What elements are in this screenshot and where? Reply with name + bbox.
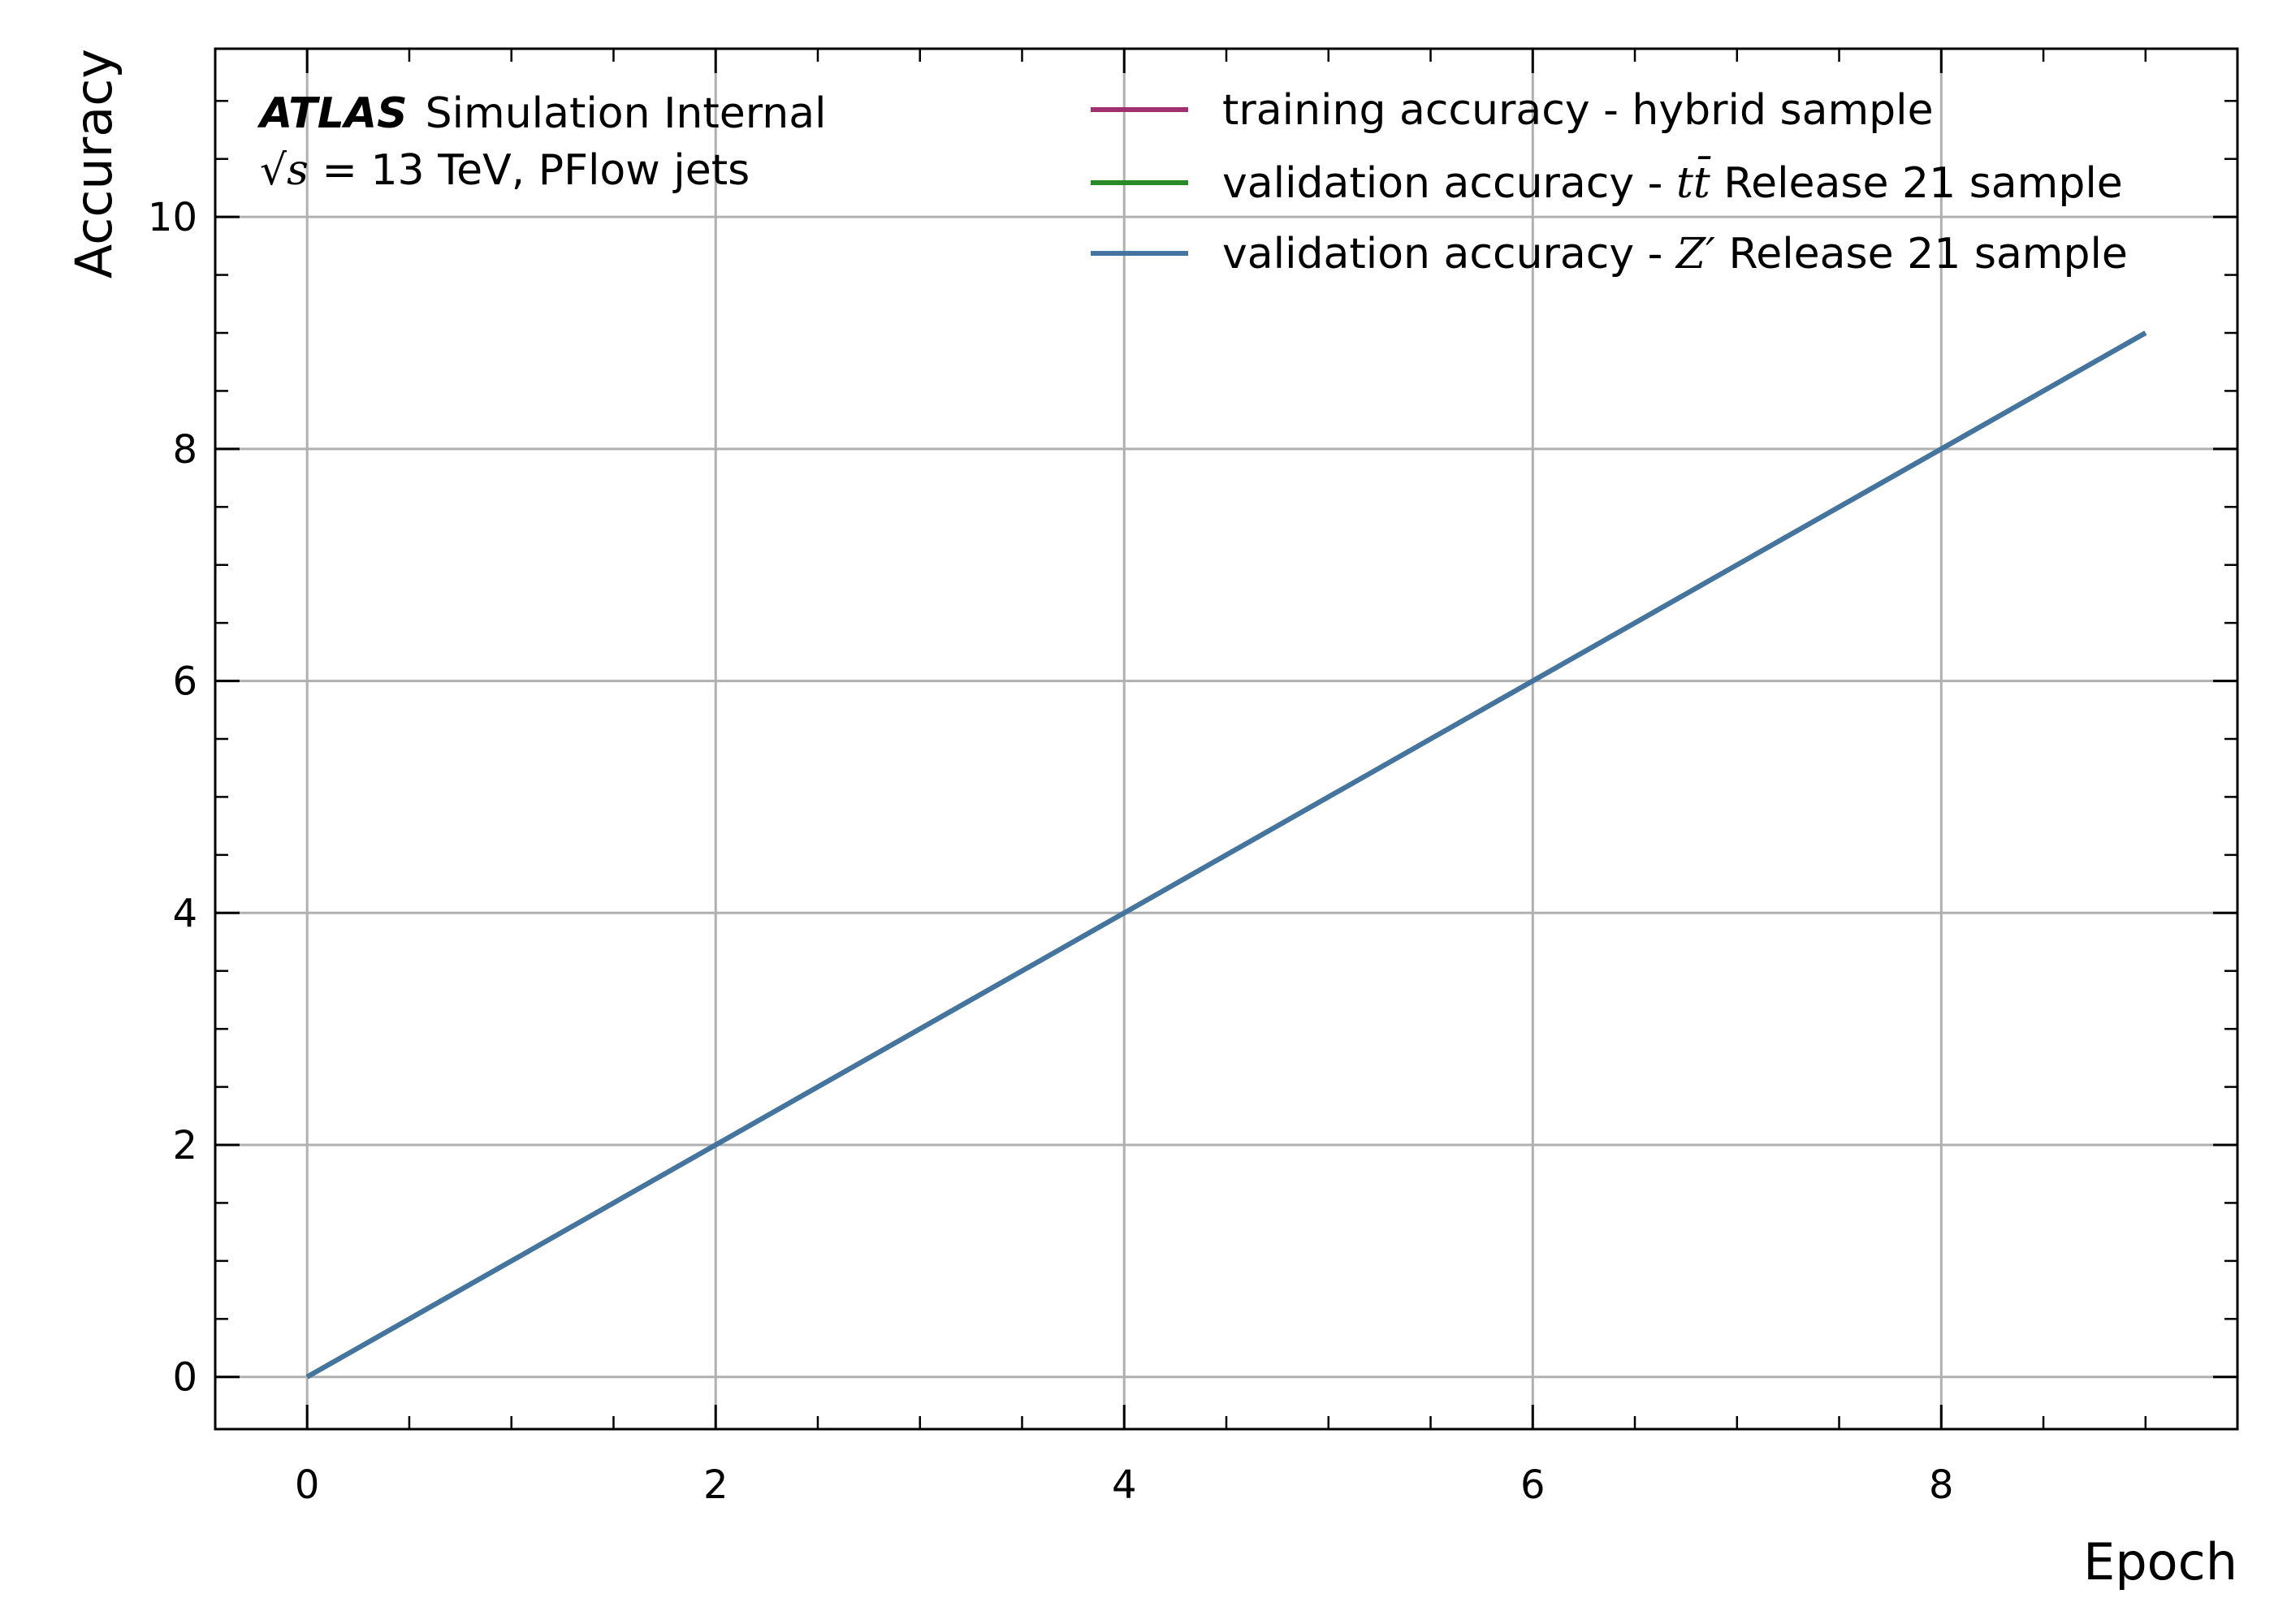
series-line-3 — [305, 330, 2147, 1380]
plot-frame — [214, 47, 2239, 1431]
grid-lines — [215, 49, 2237, 1429]
atlas-line-1: ATLAS Simulation Internal — [257, 89, 827, 138]
legend-label-suffix: Release 21 sample — [1710, 159, 2123, 208]
atlas-brand: ATLAS — [257, 89, 408, 138]
legend-label-text: validation accuracy - — [1222, 230, 1676, 279]
x-tick-label: 0 — [295, 1462, 320, 1508]
x-tick-label: 2 — [703, 1462, 728, 1508]
x-tick-label: 8 — [1929, 1462, 1954, 1508]
x-axis-label: Epoch — [2083, 1532, 2237, 1592]
legend-label-math: Z′ — [1675, 230, 1715, 279]
atlas-status: Simulation Internal — [426, 89, 827, 138]
y-tick-label: 4 — [172, 891, 197, 936]
legend-label-suffix: Release 21 sample — [1715, 230, 2128, 279]
tick-labels: 0 2 4 6 8 0 2 4 6 8 10 — [148, 195, 1954, 1508]
legend-label-math: tt̄ — [1676, 157, 1711, 208]
sqrt-variable: s — [287, 146, 309, 195]
legend-label-text: validation accuracy - — [1222, 159, 1676, 208]
legend-label-2: validation accuracy - tt̄ Release 21 sam… — [1222, 157, 2123, 208]
atlas-line-2: √s = 13 TeV, PFlow jets — [260, 146, 750, 195]
atlas-annotation: ATLAS Simulation Internal √s = 13 TeV, PF… — [257, 89, 827, 195]
legend-label-3: validation accuracy - Z′ Release 21 samp… — [1222, 230, 2128, 279]
y-tick-label: 10 — [148, 195, 197, 240]
y-tick-label: 2 — [172, 1123, 197, 1168]
x-tick-label: 6 — [1520, 1462, 1546, 1508]
y-tick-label: 6 — [172, 659, 197, 705]
y-tick-label: 8 — [172, 427, 197, 473]
legend-label-1: training accuracy - hybrid sample — [1222, 86, 1934, 135]
sqrt-symbol: √ — [260, 146, 287, 195]
energy-jets-text: = 13 TeV, PFlow jets — [309, 146, 750, 195]
axis-ticks — [215, 49, 2237, 1429]
series-lines — [305, 330, 2147, 1380]
legend-label-text: training accuracy - hybrid sample — [1222, 86, 1934, 135]
y-tick-label: 0 — [172, 1355, 197, 1401]
legend: training accuracy - hybrid sample validat… — [1091, 86, 2128, 279]
y-axis-label: Accuracy — [64, 49, 123, 279]
x-tick-label: 4 — [1112, 1462, 1137, 1508]
